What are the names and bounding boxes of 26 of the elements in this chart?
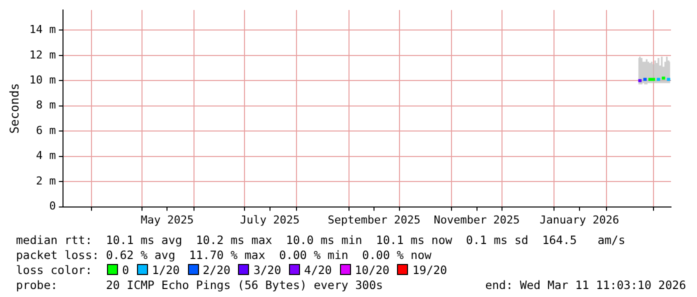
x-tick-label: May 2025 [140,213,194,226]
x-tick-label: September 2025 [328,213,420,226]
legend-label: 19/20 [412,263,448,277]
x-tick-label: July 2025 [240,213,300,226]
x-tick-label: January 2026 [540,213,620,226]
legend-title: loss color: [16,263,94,277]
y-tick-label: 4 m [36,149,56,162]
text: probe: 20 ICMP Echo Pings (56 Bytes) every 300s [16,278,383,293]
x-tick-label: November 2025 [434,213,520,226]
y-tick-label: 6 m [36,124,56,137]
legend-label: 1/20 [152,263,180,277]
y-tick-label: 14 m [29,23,56,36]
text: median rtt: 10.1 ms avg 10.2 ms max 10.0 ms min 10.1 ms now 0.1 ms sd 164.5 am/s [16,233,626,248]
legend-label: 2/20 [202,263,230,277]
y-tick-label: 12 m [29,48,56,62]
y-tick-label: 2 m [36,174,56,188]
legend-label: 4/20 [304,263,332,277]
y-axis-title: Seconds [7,83,22,134]
legend-label: 0 [122,263,130,277]
legend-label: 10/20 [354,263,390,277]
text: end: Wed Mar 11 11:03:10 2026 [485,278,686,293]
y-tick-label: 10 m [29,74,56,87]
legend-label: 3/20 [253,263,282,277]
text: packet loss: 0.62 % avg 11.70 % max 0.00 % min 0.00 % now [16,248,432,263]
y-tick-label: 8 m [36,98,56,112]
y-tick-label: 0 [49,200,56,213]
